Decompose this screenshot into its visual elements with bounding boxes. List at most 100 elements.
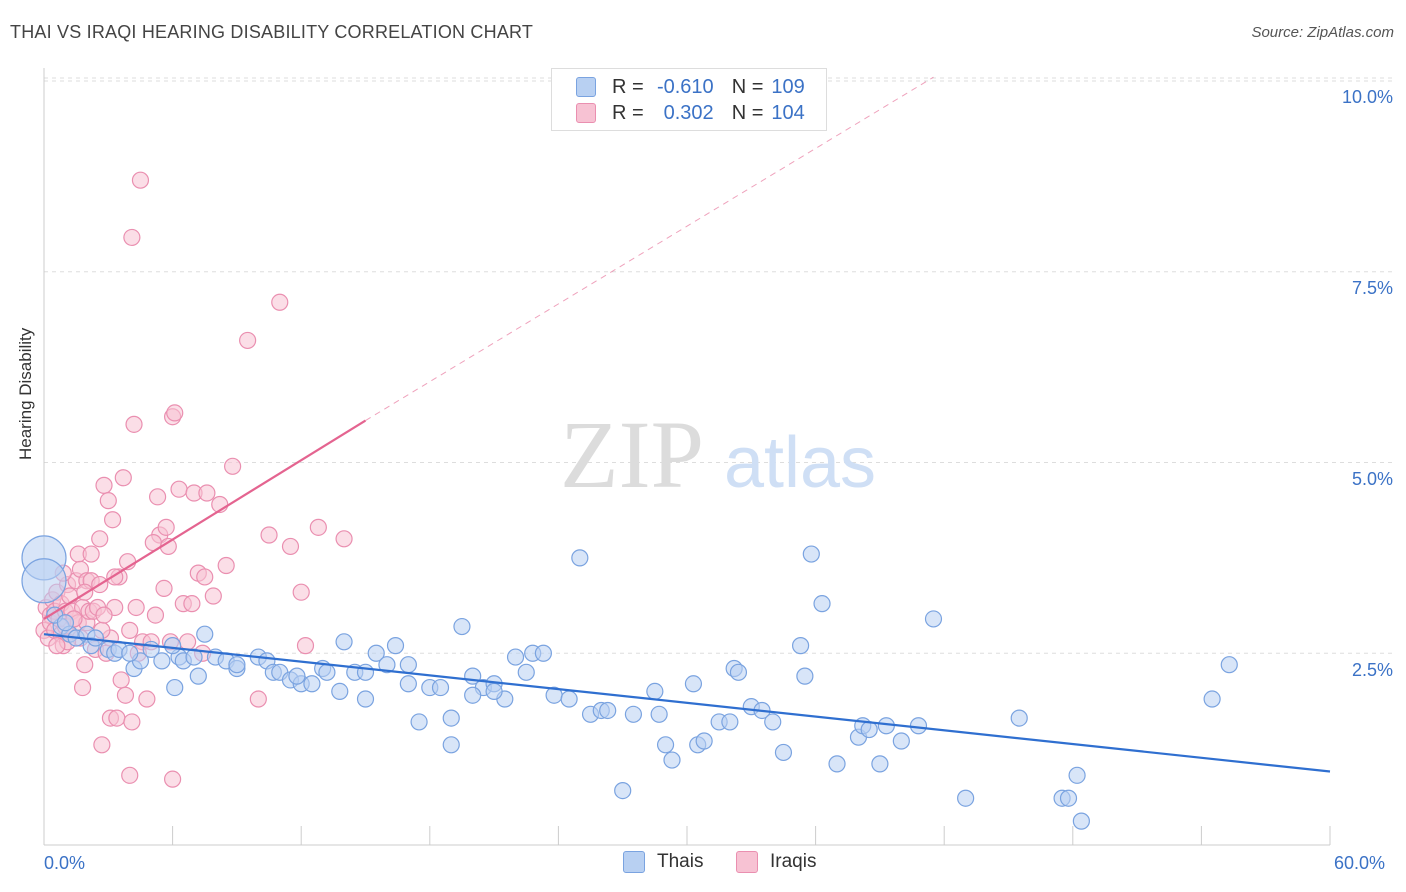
thais-swatch — [576, 77, 596, 97]
data-point — [656, 736, 675, 754]
data-point — [157, 518, 175, 536]
iraqis-swatch — [576, 103, 596, 123]
data-point — [924, 610, 943, 628]
x-tick-label-max: 60.0% — [1334, 853, 1386, 873]
y-tick-label-7-5: 7.5% — [1351, 278, 1393, 298]
iraqis-trend-line — [43, 419, 367, 620]
data-point — [123, 228, 141, 247]
data-point — [123, 713, 141, 731]
gridlines — [44, 77, 1392, 654]
data-point — [108, 709, 126, 727]
stats-row-iraqis: R = 0.302 N = 104 — [576, 101, 805, 125]
source-label: Source: ZipAtlas.com — [1251, 24, 1394, 41]
data-point — [571, 549, 589, 567]
watermark-atlas: atlas — [724, 423, 876, 503]
data-point — [1203, 690, 1221, 708]
data-point — [99, 492, 117, 510]
data-point — [189, 667, 207, 685]
data-point — [185, 648, 203, 666]
data-point — [95, 476, 113, 494]
data-point — [224, 457, 242, 475]
data-point — [166, 678, 184, 697]
data-point — [909, 717, 928, 735]
data-point — [378, 656, 396, 674]
data-point — [121, 766, 139, 784]
data-point — [155, 579, 173, 597]
data-point — [367, 644, 385, 662]
watermark: ZIP atlas — [560, 401, 876, 508]
y-tick-label-5-0: 5.0% — [1351, 469, 1393, 489]
data-point — [288, 667, 306, 685]
x-tick-label-min: 0.0% — [44, 853, 86, 873]
data-point — [1059, 789, 1078, 807]
n-value: 109 — [771, 75, 805, 98]
data-point — [91, 530, 109, 548]
r-label: R = — [612, 101, 644, 124]
data-point — [534, 644, 552, 662]
data-point — [650, 705, 668, 723]
n-label: N = — [731, 75, 764, 98]
thais-trend-line — [43, 633, 1331, 773]
stats-legend: R = -0.610 N = 109 R = 0.302 N = 104 — [551, 68, 827, 131]
data-point — [146, 606, 165, 624]
data-point — [431, 678, 450, 697]
data-point — [624, 705, 643, 723]
r-label: R = — [612, 75, 644, 98]
data-point — [196, 568, 214, 586]
legend-item-iraqis[interactable]: Iraqis — [736, 851, 816, 873]
data-point — [48, 637, 66, 655]
data-point — [281, 537, 300, 556]
data-point — [309, 518, 327, 536]
data-point — [399, 675, 417, 693]
data-point — [116, 686, 135, 704]
data-point — [599, 701, 617, 720]
data-point — [166, 404, 184, 422]
data-point — [1068, 766, 1086, 784]
data-point — [112, 671, 130, 689]
data-point — [828, 755, 846, 773]
legend-label-thais: Thais — [657, 851, 704, 872]
data-point — [335, 633, 353, 651]
data-point — [138, 690, 156, 708]
iraqis-trend-extension — [365, 76, 934, 421]
trend-lines — [43, 76, 1331, 773]
data-point — [453, 617, 471, 636]
data-point — [802, 545, 820, 563]
data-point — [560, 690, 578, 708]
data-point — [125, 415, 143, 433]
data-point — [93, 736, 111, 754]
data-point — [442, 736, 460, 754]
data-point — [179, 633, 197, 651]
data-point — [121, 621, 139, 639]
data-point — [871, 755, 889, 773]
data-point — [695, 732, 713, 750]
data-point — [1072, 812, 1090, 830]
data-point — [217, 556, 235, 575]
data-point — [148, 488, 167, 506]
data-point — [442, 709, 460, 727]
data-point — [114, 469, 132, 487]
data-point — [183, 595, 201, 613]
data-point — [1220, 656, 1238, 674]
data-point — [1010, 709, 1028, 727]
data-point — [813, 595, 831, 613]
data-point — [164, 637, 182, 655]
data-point — [729, 663, 748, 681]
data-point — [204, 587, 222, 605]
legend-item-thais[interactable]: Thais — [623, 851, 703, 873]
r-value: -0.610 — [656, 75, 714, 98]
data-point — [318, 663, 336, 681]
data-point — [121, 644, 139, 662]
data-point — [73, 678, 92, 697]
chart-title: THAI VS IRAQI HEARING DISABILITY CORRELA… — [10, 22, 534, 42]
axes — [43, 68, 1331, 846]
data-point — [82, 545, 100, 563]
data-point — [646, 682, 664, 701]
data-point — [517, 663, 535, 681]
thais-points — [21, 535, 1238, 830]
data-point — [239, 331, 257, 350]
stats-row-thais: R = -0.610 N = 109 — [576, 75, 805, 99]
data-point — [164, 770, 182, 788]
data-point — [331, 682, 349, 701]
data-point — [774, 743, 793, 762]
